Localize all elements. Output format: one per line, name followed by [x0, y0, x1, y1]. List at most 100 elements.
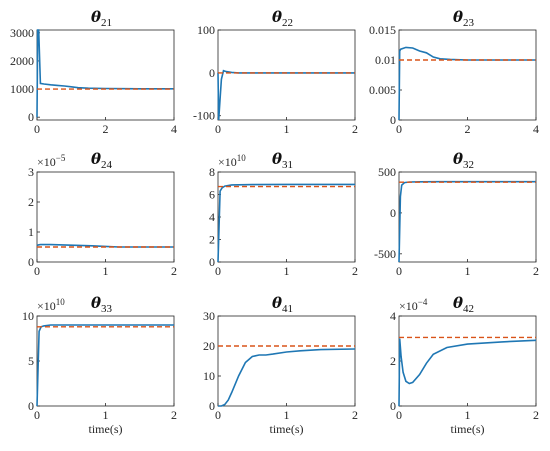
- title-subscript: 42: [463, 303, 474, 315]
- panel-21: θ21 0 2 4 0 1000 2000 3000: [10, 8, 177, 136]
- x-tick-label: 1: [284, 264, 290, 278]
- x-tick-label: 0: [396, 122, 402, 136]
- x-tick-label: 1: [284, 122, 290, 136]
- multiplier-base: ×10: [37, 299, 56, 313]
- multiplier-exponent: 10: [56, 297, 66, 307]
- y-tick-label: 0: [390, 113, 396, 127]
- multiplier-base: ×10: [218, 155, 237, 169]
- y-tick-label: 20: [203, 339, 215, 353]
- title-subscript: 33: [101, 303, 113, 315]
- estimate-line: [217, 69, 355, 121]
- title-subscript: 21: [101, 17, 112, 29]
- title-symbol: θ: [453, 8, 463, 26]
- x-tick-label: 2: [171, 264, 177, 278]
- y-tick-label: 2000: [10, 54, 34, 68]
- y-tick-label: 0: [28, 110, 34, 124]
- y-tick-label: 0: [390, 399, 396, 413]
- y-tick-label: 0.005: [369, 83, 396, 97]
- y-tick-label: 500: [378, 165, 396, 179]
- x-tick-label: 0: [396, 408, 402, 422]
- panel-title: θ31: [272, 150, 293, 171]
- plot-area: [36, 315, 175, 407]
- x-tick-label: 0: [215, 264, 221, 278]
- y-tick-label: 2: [28, 195, 34, 209]
- panel-title: θ24: [91, 150, 113, 171]
- y-tick-label: 0: [28, 399, 34, 413]
- x-tick-label: 0: [34, 264, 40, 278]
- x-tick-label: 2: [533, 264, 539, 278]
- y-tick-label: 1000: [10, 82, 34, 96]
- title-subscript: 24: [101, 159, 113, 171]
- multiplier-base: ×10: [399, 299, 418, 313]
- title-subscript: 32: [463, 159, 474, 171]
- plot-area: [398, 171, 537, 263]
- estimate-line: [217, 183, 355, 263]
- x-tick-label: 1: [103, 264, 109, 278]
- title-symbol: θ: [91, 150, 101, 168]
- x-axis-label: time(s): [451, 422, 485, 436]
- x-tick-label: 2: [103, 122, 109, 136]
- title-subscript: 23: [463, 17, 475, 29]
- axis-multiplier: ×10−5: [37, 153, 66, 169]
- x-tick-label: 2: [352, 122, 358, 136]
- y-tick-label: 10: [22, 309, 34, 323]
- y-tick-label: 10: [203, 369, 215, 383]
- x-tick-label: 1: [284, 408, 290, 422]
- x-tick-label: 1: [465, 408, 471, 422]
- x-tick-label: 1: [465, 264, 471, 278]
- x-tick-label: 0: [215, 122, 221, 136]
- axis-multiplier: ×10−4: [399, 297, 428, 313]
- axis-multiplier: ×1010: [218, 153, 246, 169]
- panel-title: θ41: [272, 294, 293, 315]
- title-subscript: 22: [282, 17, 293, 29]
- plot-area: [217, 29, 356, 121]
- y-tick-label: 4: [209, 210, 215, 224]
- plot-area: [36, 171, 175, 263]
- y-tick-label: 0.01: [375, 53, 396, 67]
- multiplier-exponent: −5: [56, 153, 66, 163]
- x-tick-label: 2: [533, 408, 539, 422]
- y-tick-label: 100: [197, 23, 215, 37]
- y-tick-label: 8: [209, 165, 215, 179]
- y-tick-label: -100: [193, 109, 215, 123]
- y-tick-label: 4: [390, 309, 396, 323]
- estimate-line: [398, 338, 537, 407]
- y-tick-label: 30: [203, 309, 215, 323]
- title-subscript: 41: [282, 303, 293, 315]
- title-symbol: θ: [91, 294, 101, 312]
- y-tick-label: 1: [28, 225, 34, 239]
- y-tick-label: 5: [28, 354, 34, 368]
- x-tick-label: 0: [215, 408, 221, 422]
- x-tick-label: 2: [171, 408, 177, 422]
- x-tick-label: 4: [533, 122, 539, 136]
- panel-title: θ23: [453, 8, 475, 29]
- x-axis-label: time(s): [270, 422, 304, 436]
- multiplier-exponent: 10: [237, 153, 247, 163]
- y-tick-label: 6: [209, 188, 215, 202]
- x-tick-label: 0: [34, 408, 40, 422]
- y-tick-label: 0: [209, 399, 215, 413]
- panel-title: θ21: [91, 8, 112, 29]
- x-axis-label: time(s): [89, 422, 123, 436]
- y-tick-label: 2: [390, 354, 396, 368]
- panel-title: θ42: [453, 294, 474, 315]
- x-tick-label: 2: [465, 122, 471, 136]
- y-tick-label: 0: [209, 66, 215, 80]
- x-tick-label: 4: [171, 122, 177, 136]
- estimate-line: [218, 348, 356, 407]
- title-subscript: 31: [282, 159, 293, 171]
- panel-title: θ22: [272, 8, 293, 29]
- panel-23: θ23 0 2 4 0 0.005 0.01 0.015: [369, 8, 539, 136]
- panel-33: θ33 0 1 2 0 5 10×1010 time(s): [22, 294, 177, 436]
- x-tick-label: 2: [352, 264, 358, 278]
- y-tick-label: 0: [209, 255, 215, 269]
- title-symbol: θ: [453, 294, 463, 312]
- plot-area: [36, 29, 175, 121]
- axis-multiplier: ×1010: [37, 297, 65, 313]
- title-symbol: θ: [453, 150, 463, 168]
- plot-area: [398, 29, 537, 121]
- panel-31: θ31 0 1 2 0 2 4 6 8×1010: [209, 150, 358, 278]
